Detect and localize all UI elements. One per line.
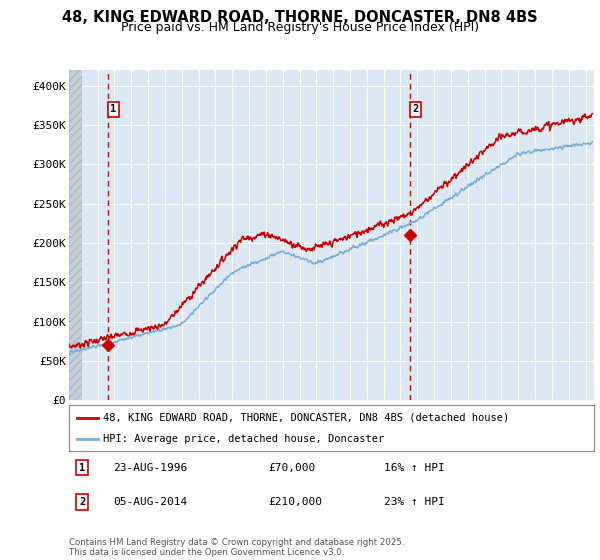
Text: 48, KING EDWARD ROAD, THORNE, DONCASTER, DN8 4BS: 48, KING EDWARD ROAD, THORNE, DONCASTER,… [62,10,538,25]
Text: 48, KING EDWARD ROAD, THORNE, DONCASTER, DN8 4BS (detached house): 48, KING EDWARD ROAD, THORNE, DONCASTER,… [103,413,509,423]
Text: £210,000: £210,000 [269,497,323,507]
Text: 1: 1 [110,104,116,114]
Bar [69,70,81,400]
Text: 1: 1 [79,463,85,473]
Text: 2: 2 [412,104,419,114]
Text: Price paid vs. HM Land Registry's House Price Index (HPI): Price paid vs. HM Land Registry's House … [121,21,479,34]
Text: HPI: Average price, detached house, Doncaster: HPI: Average price, detached house, Donc… [103,435,385,444]
Text: 2: 2 [79,497,85,507]
Text: 16% ↑ HPI: 16% ↑ HPI [384,463,445,473]
Text: Contains HM Land Registry data © Crown copyright and database right 2025.
This d: Contains HM Land Registry data © Crown c… [69,538,404,557]
Text: 23% ↑ HPI: 23% ↑ HPI [384,497,445,507]
Text: 23-AUG-1996: 23-AUG-1996 [113,463,188,473]
Text: 05-AUG-2014: 05-AUG-2014 [113,497,188,507]
Text: £70,000: £70,000 [269,463,316,473]
